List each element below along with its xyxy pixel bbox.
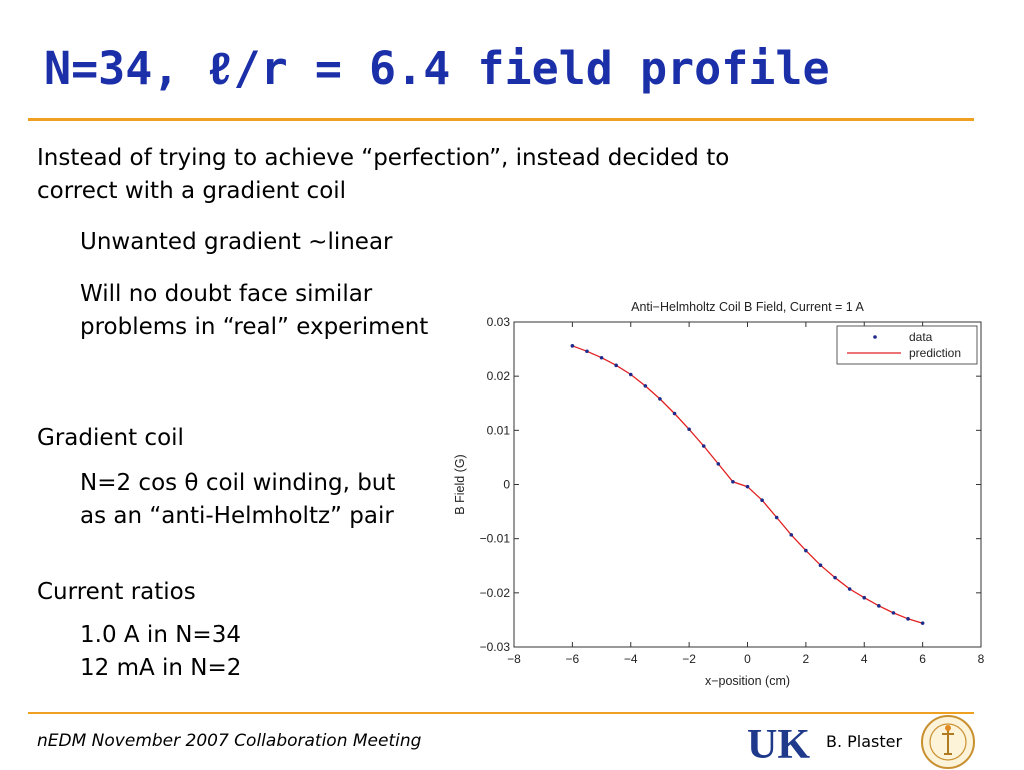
legend-prediction-label: prediction	[909, 346, 961, 360]
x-tick-label: 0	[744, 652, 751, 666]
bullet-line: Unwanted gradient ~linear	[80, 229, 393, 255]
data-point	[716, 462, 721, 466]
data-point	[658, 397, 662, 401]
x-tick-label: 6	[919, 652, 926, 666]
y-tick-label: 0.02	[487, 369, 511, 383]
data-point	[628, 372, 633, 377]
data-point	[585, 349, 589, 354]
x-tick-label: −6	[566, 652, 580, 666]
bullet-similar-problems: Will no doubt face similar problems in “…	[80, 278, 428, 344]
y-tick-label: 0.01	[487, 423, 511, 437]
data-point	[570, 344, 575, 348]
bullet-line: Will no doubt face similar	[80, 281, 373, 307]
data-point	[833, 575, 837, 580]
data-point	[906, 617, 910, 621]
bullet-line: Instead of trying to achieve “perfection…	[37, 145, 730, 171]
data-point	[614, 363, 618, 368]
legend-data-marker	[873, 335, 877, 339]
data-point	[643, 384, 648, 388]
bullet-line: 1.0 A in N=34	[80, 622, 241, 648]
bullet-line: Gradient coil	[37, 425, 184, 451]
bullet-line: 12 mA in N=2	[80, 655, 242, 681]
x-tick-label: 2	[803, 652, 810, 666]
bullet-correct-with-gradient-coil: Instead of trying to achieve “perfection…	[37, 142, 729, 208]
x-axis-label: x−position (cm)	[705, 674, 790, 688]
chart-title: Anti−Helmholtz Coil B Field, Current = 1…	[631, 300, 864, 314]
x-tick-label: −4	[624, 652, 638, 666]
y-tick-label: 0.03	[487, 315, 511, 329]
bullet-current-values: 1.0 A in N=34 12 mA in N=2	[80, 619, 241, 685]
uk-logo-text: UK	[747, 722, 810, 764]
data-point	[687, 427, 691, 432]
data-point	[877, 604, 881, 608]
data-point	[862, 595, 867, 600]
bullet-unwanted-gradient: Unwanted gradient ~linear	[80, 226, 393, 259]
legend-data-label: data	[909, 330, 933, 344]
x-tick-label: 8	[978, 652, 985, 666]
bullet-line: correct with a gradient coil	[37, 178, 347, 204]
y-tick-label: 0	[503, 478, 510, 492]
data-point	[599, 355, 604, 360]
x-tick-label: 4	[861, 652, 868, 666]
bullet-line: as an “anti-Helmholtz” pair	[80, 503, 394, 529]
slide-title: N=34, ℓ/r = 6.4 field profile	[44, 42, 830, 95]
legend-box	[836, 325, 978, 365]
bullet-current-ratios: Current ratios	[37, 576, 196, 609]
uk-logo: UK	[747, 722, 810, 764]
data-point	[731, 479, 735, 484]
data-point	[891, 611, 896, 615]
data-point	[920, 621, 925, 625]
bullet-line: problems in “real” experiment	[80, 314, 429, 340]
y-tick-label: −0.01	[480, 532, 511, 546]
data-point	[847, 587, 852, 591]
x-tick-label: −8	[507, 652, 521, 666]
plot-area	[513, 321, 982, 648]
data-point	[804, 548, 808, 553]
data-point	[701, 444, 706, 448]
bullet-coil-winding: N=2 cos θ coil winding, but as an “anti-…	[80, 467, 395, 533]
x-tick-label: −2	[682, 652, 696, 666]
caltech-seal-icon	[921, 715, 975, 769]
data-point	[672, 411, 677, 416]
y-tick-label: −0.03	[480, 640, 511, 654]
bullet-line: N=2 cos θ coil winding, but	[80, 470, 396, 496]
footer-author: B. Plaster	[826, 732, 903, 751]
y-axis-label: B Field (G)	[453, 454, 467, 514]
bullet-gradient-coil: Gradient coil	[37, 422, 184, 455]
footer-meeting-text: nEDM November 2007 Collaboration Meeting	[37, 731, 422, 751]
title-divider	[28, 118, 974, 121]
data-point	[774, 515, 779, 520]
footer-divider	[28, 712, 974, 714]
data-point	[745, 484, 750, 489]
data-point	[789, 533, 794, 537]
data-point	[760, 498, 764, 503]
y-tick-label: −0.02	[480, 586, 511, 600]
bullet-line: Current ratios	[37, 579, 196, 605]
data-point	[818, 563, 823, 568]
field-profile-chart: Anti−Helmholtz Coil B Field, Current = 1…	[440, 290, 1000, 695]
